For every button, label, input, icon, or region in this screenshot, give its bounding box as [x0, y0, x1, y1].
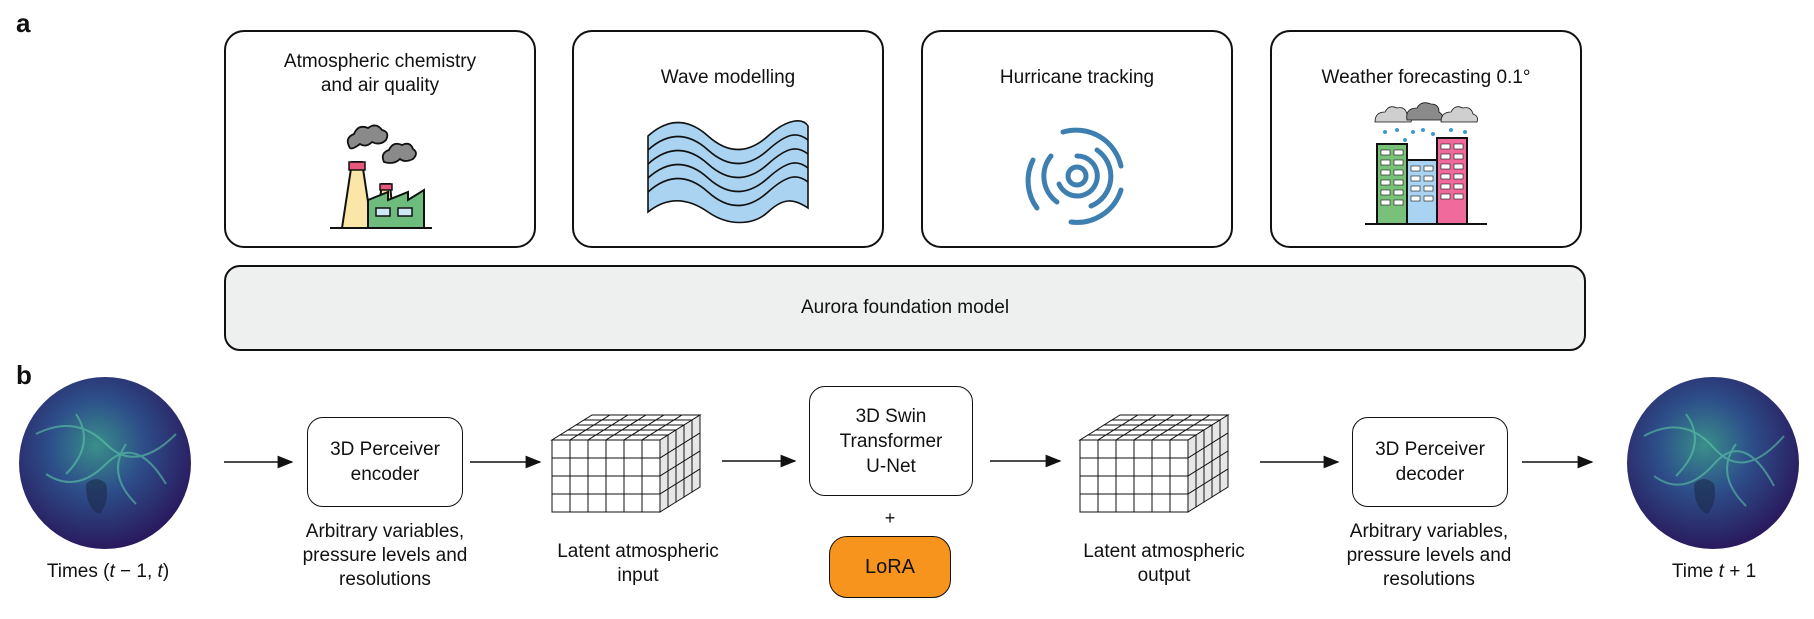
- task-title: Weather forecasting 0.1°: [1321, 67, 1531, 88]
- encoder-caption: Arbitrary variables, pressure levels and…: [302, 521, 468, 590]
- task-title: Wave modelling: [660, 67, 796, 88]
- foundation-model-bar: Aurora foundation model: [224, 265, 1586, 351]
- lora-box: LoRA: [829, 536, 951, 598]
- grid-cell: [1219, 468, 1229, 493]
- grid-cell: [691, 468, 701, 493]
- latent-input-grid: [550, 414, 702, 513]
- swin-transformer-box: 3D Swin Transformer U-Net: [809, 386, 973, 496]
- perceiver-decoder-box: 3D Perceiver decoder: [1352, 417, 1508, 507]
- task-title: Atmospheric chemistry and air quality: [283, 51, 477, 96]
- task-title: Hurricane tracking: [999, 67, 1155, 88]
- city-rain-icon: [1272, 102, 1580, 234]
- task-box-atmospheric-chemistry: Atmospheric chemistry and air quality: [224, 30, 536, 248]
- plus-sign: +: [884, 508, 896, 528]
- grid-cell: [641, 493, 661, 513]
- latent-output-caption: Latent atmospheric output: [1083, 541, 1245, 586]
- panel-label-a: a: [16, 8, 31, 38]
- task-box-hurricane-tracking: Hurricane tracking: [921, 30, 1233, 248]
- wave-icon: [574, 116, 882, 234]
- factory-icon: [226, 116, 534, 234]
- task-box-weather-forecasting: Weather forecasting 0.1°: [1270, 30, 1582, 248]
- perceiver-encoder-box: 3D Perceiver encoder: [307, 417, 463, 507]
- input-globe: [19, 377, 191, 549]
- panel-label-b: b: [16, 360, 32, 390]
- latent-output-grid: [1078, 414, 1230, 513]
- grid-cell: [1169, 493, 1189, 513]
- latent-input-caption: Latent atmospheric input: [557, 541, 719, 586]
- input-caption: Times (t − 1, t): [46, 561, 170, 582]
- task-box-wave-modelling: Wave modelling: [572, 30, 884, 248]
- decoder-caption: Arbitrary variables, pressure levels and…: [1346, 521, 1512, 590]
- output-globe: [1627, 377, 1799, 549]
- hurricane-icon: [923, 116, 1231, 234]
- output-caption: Time t + 1: [1671, 561, 1757, 582]
